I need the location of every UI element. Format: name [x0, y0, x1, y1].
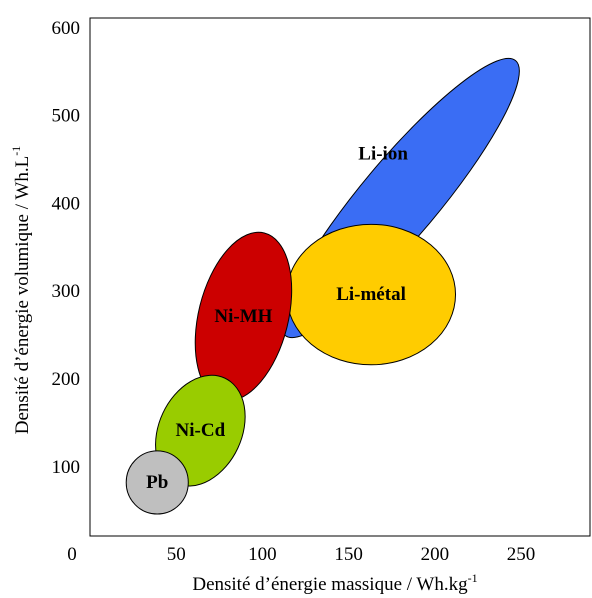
region-label-pb: Pb — [146, 472, 168, 493]
region-ellipse-pb — [125, 450, 189, 515]
x-tick-label: 200 — [421, 544, 450, 565]
region-label-li-ion: Li-ion — [358, 144, 408, 165]
y-tick-label: 400 — [52, 193, 81, 214]
region-pb: Pb — [125, 450, 189, 515]
regions-layer: Li-ion Li-métal Ni-MH Ni-Cd Pb — [125, 57, 520, 515]
x-tick-label: 150 — [334, 544, 363, 565]
region-li-métal: Li-métal — [286, 223, 457, 366]
y-tick-label: 500 — [52, 106, 81, 127]
plot-frame — [89, 17, 591, 537]
x-tick-label: 50 — [167, 544, 186, 565]
y-tick-label: 200 — [52, 369, 81, 390]
region-label-ni-mh: Ni-MH — [214, 306, 272, 327]
region-label-li-métal: Li-métal — [336, 284, 406, 305]
y-tick-label: 600 — [52, 18, 81, 39]
y-axis-label: Densité d’énergie volumique / Wh.L-1 — [9, 146, 33, 434]
y-tick-labels: 100 200 300 400 500 600 — [52, 18, 81, 478]
x-tick-label: 100 — [248, 544, 277, 565]
x-tick-label: 250 — [507, 544, 536, 565]
y-tick-label: 300 — [52, 281, 81, 302]
x-axis-label: Densité d’énergie massique / Wh.kg-1 — [192, 571, 477, 595]
y-tick-label: 100 — [52, 457, 81, 478]
region-label-ni-cd: Ni-Cd — [176, 420, 226, 441]
x-tick-label: 0 — [67, 544, 77, 565]
x-tick-labels: 0 50 100 150 200 250 — [67, 544, 535, 565]
